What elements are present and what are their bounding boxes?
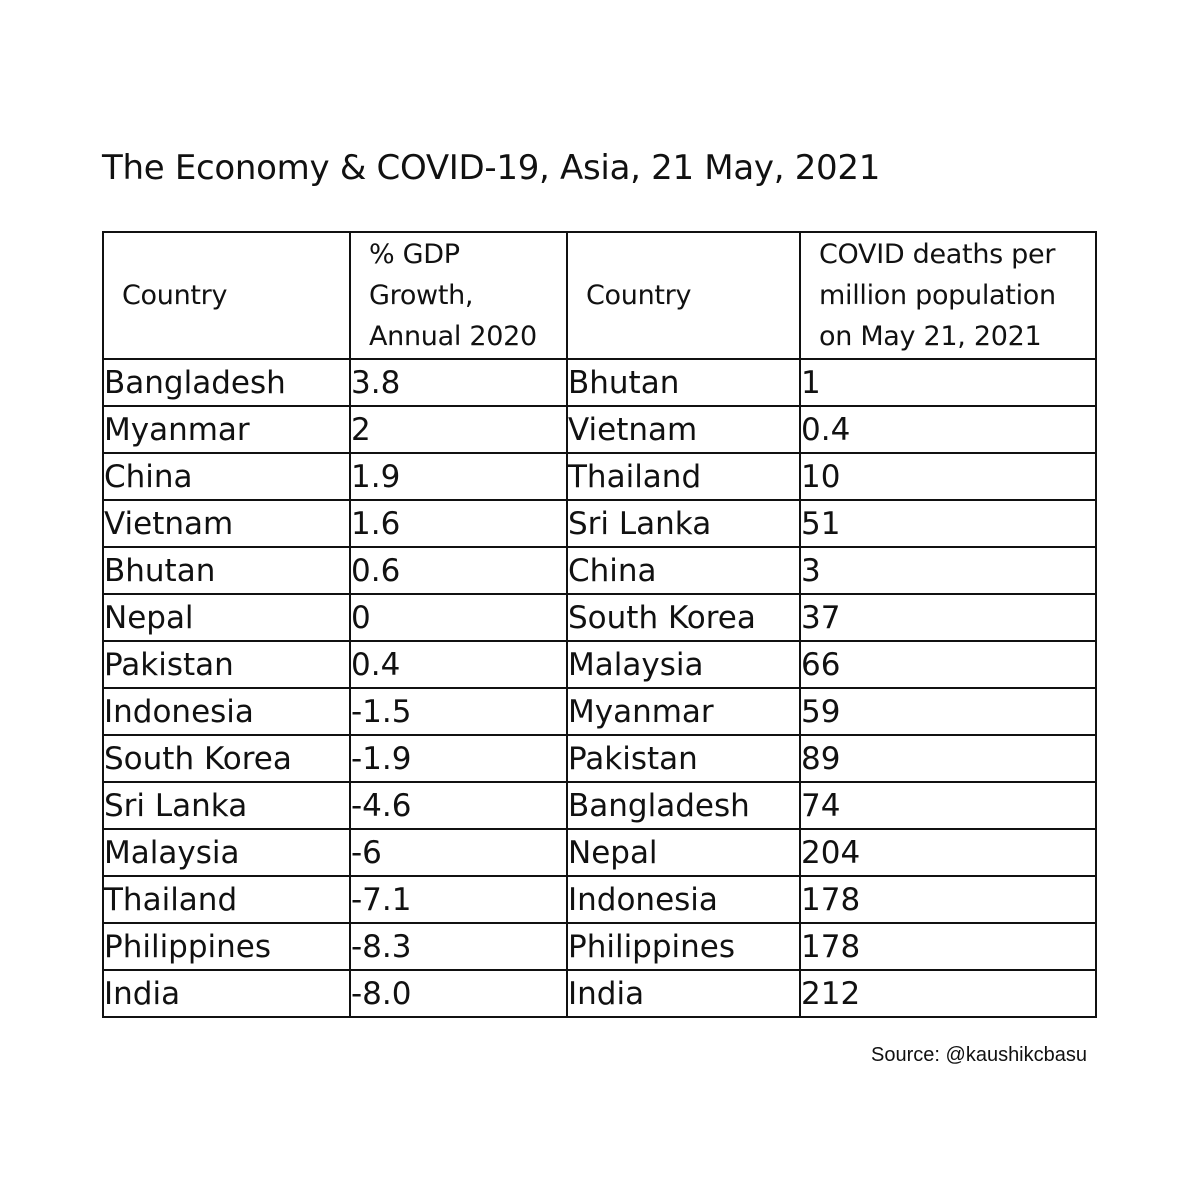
covid-deaths-cell: 66 xyxy=(799,640,1097,689)
gdp-country-cell: South Korea xyxy=(102,734,351,783)
gdp-growth-cell: -1.9 xyxy=(349,734,568,783)
table-row: South Korea -1.9 Pakistan 89 xyxy=(102,734,1097,783)
gdp-growth-cell: -1.5 xyxy=(349,687,568,736)
covid-country-cell: Bangladesh xyxy=(566,781,801,830)
gdp-country-cell: Bangladesh xyxy=(102,358,351,407)
covid-deaths-cell: 74 xyxy=(799,781,1097,830)
covid-country-cell: Vietnam xyxy=(566,405,801,454)
table-row: Myanmar 2 Vietnam 0.4 xyxy=(102,405,1097,454)
covid-deaths-cell: 37 xyxy=(799,593,1097,642)
data-table: Country % GDP Growth, Annual 2020 Countr… xyxy=(102,231,1097,1018)
gdp-country-cell: Nepal xyxy=(102,593,351,642)
source-credit: Source: @kaushikcbasu xyxy=(871,1044,1087,1066)
covid-country-cell: Indonesia xyxy=(566,875,801,924)
table-row: Indonesia -1.5 Myanmar 59 xyxy=(102,687,1097,736)
covid-country-cell: India xyxy=(566,969,801,1018)
header-gdp-growth: % GDP Growth, Annual 2020 xyxy=(349,231,568,360)
header-line: million population xyxy=(819,280,1056,311)
gdp-growth-cell: 0.4 xyxy=(349,640,568,689)
covid-country-cell: Myanmar xyxy=(566,687,801,736)
gdp-country-cell: Myanmar xyxy=(102,405,351,454)
table-row: Malaysia -6 Nepal 204 xyxy=(102,828,1097,877)
covid-deaths-cell: 212 xyxy=(799,969,1097,1018)
gdp-country-cell: Sri Lanka xyxy=(102,781,351,830)
covid-country-cell: South Korea xyxy=(566,593,801,642)
covid-country-cell: Thailand xyxy=(566,452,801,501)
gdp-growth-cell: 0.6 xyxy=(349,546,568,595)
gdp-growth-cell: -4.6 xyxy=(349,781,568,830)
header-covid-deaths: COVID deaths per million population on M… xyxy=(799,231,1097,360)
gdp-country-cell: Bhutan xyxy=(102,546,351,595)
covid-deaths-cell: 204 xyxy=(799,828,1097,877)
covid-deaths-cell: 0.4 xyxy=(799,405,1097,454)
table-row: Pakistan 0.4 Malaysia 66 xyxy=(102,640,1097,689)
table-header-row: Country % GDP Growth, Annual 2020 Countr… xyxy=(102,231,1097,360)
gdp-growth-cell: 1.9 xyxy=(349,452,568,501)
header-line: COVID deaths per xyxy=(819,239,1056,270)
covid-country-cell: Philippines xyxy=(566,922,801,971)
table-row: China 1.9 Thailand 10 xyxy=(102,452,1097,501)
gdp-country-cell: Pakistan xyxy=(102,640,351,689)
covid-deaths-cell: 1 xyxy=(799,358,1097,407)
gdp-growth-cell: 0 xyxy=(349,593,568,642)
gdp-country-cell: Indonesia xyxy=(102,687,351,736)
gdp-growth-cell: 1.6 xyxy=(349,499,568,548)
gdp-growth-cell: -7.1 xyxy=(349,875,568,924)
covid-deaths-cell: 10 xyxy=(799,452,1097,501)
header-line: % GDP xyxy=(369,239,460,270)
covid-deaths-cell: 3 xyxy=(799,546,1097,595)
covid-country-cell: Bhutan xyxy=(566,358,801,407)
header-gdp-country: Country xyxy=(102,231,351,360)
header-line: Growth, xyxy=(369,280,474,311)
covid-country-cell: Malaysia xyxy=(566,640,801,689)
table-row: Sri Lanka -4.6 Bangladesh 74 xyxy=(102,781,1097,830)
gdp-country-cell: China xyxy=(102,452,351,501)
table-row: Bhutan 0.6 China 3 xyxy=(102,546,1097,595)
header-covid-country: Country xyxy=(566,231,801,360)
table-row: Philippines -8.3 Philippines 178 xyxy=(102,922,1097,971)
gdp-growth-cell: 3.8 xyxy=(349,358,568,407)
gdp-growth-cell: -8.0 xyxy=(349,969,568,1018)
table-row: Nepal 0 South Korea 37 xyxy=(102,593,1097,642)
table-row: India -8.0 India 212 xyxy=(102,969,1097,1018)
gdp-country-cell: Malaysia xyxy=(102,828,351,877)
gdp-country-cell: Philippines xyxy=(102,922,351,971)
header-line: on May 21, 2021 xyxy=(819,321,1042,352)
covid-country-cell: Pakistan xyxy=(566,734,801,783)
gdp-country-cell: Vietnam xyxy=(102,499,351,548)
covid-deaths-cell: 178 xyxy=(799,875,1097,924)
gdp-growth-cell: -6 xyxy=(349,828,568,877)
gdp-country-cell: India xyxy=(102,969,351,1018)
table-row: Bangladesh 3.8 Bhutan 1 xyxy=(102,358,1097,407)
gdp-growth-cell: 2 xyxy=(349,405,568,454)
covid-country-cell: Sri Lanka xyxy=(566,499,801,548)
covid-deaths-cell: 178 xyxy=(799,922,1097,971)
covid-country-cell: China xyxy=(566,546,801,595)
covid-deaths-cell: 89 xyxy=(799,734,1097,783)
covid-deaths-cell: 59 xyxy=(799,687,1097,736)
covid-deaths-cell: 51 xyxy=(799,499,1097,548)
page-title: The Economy & COVID-19, Asia, 21 May, 20… xyxy=(102,148,881,188)
header-line: Annual 2020 xyxy=(369,321,537,352)
table-row: Vietnam 1.6 Sri Lanka 51 xyxy=(102,499,1097,548)
gdp-growth-cell: -8.3 xyxy=(349,922,568,971)
covid-country-cell: Nepal xyxy=(566,828,801,877)
table-body: Bangladesh 3.8 Bhutan 1 Myanmar 2 Vietnam 0.4 Ch… xyxy=(102,358,1097,1018)
gdp-country-cell: Thailand xyxy=(102,875,351,924)
table-row: Thailand -7.1 Indonesia 178 xyxy=(102,875,1097,924)
